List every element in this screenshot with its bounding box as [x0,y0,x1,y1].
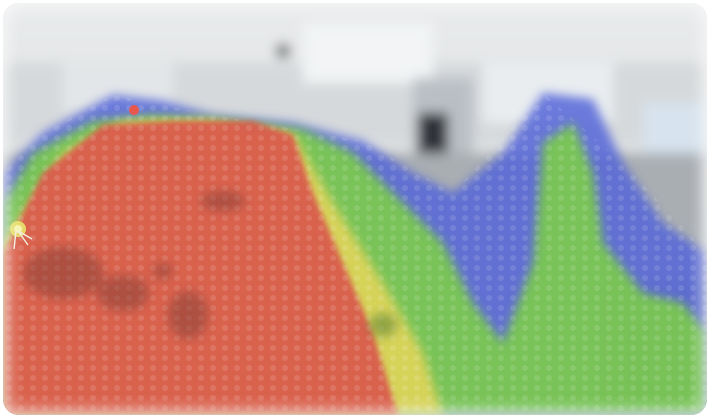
position-marker-icon [10,221,33,250]
floor-stains [23,191,397,339]
camera-view [3,3,707,415]
heatmap-overlay [3,93,707,415]
ridge-point [129,105,139,115]
